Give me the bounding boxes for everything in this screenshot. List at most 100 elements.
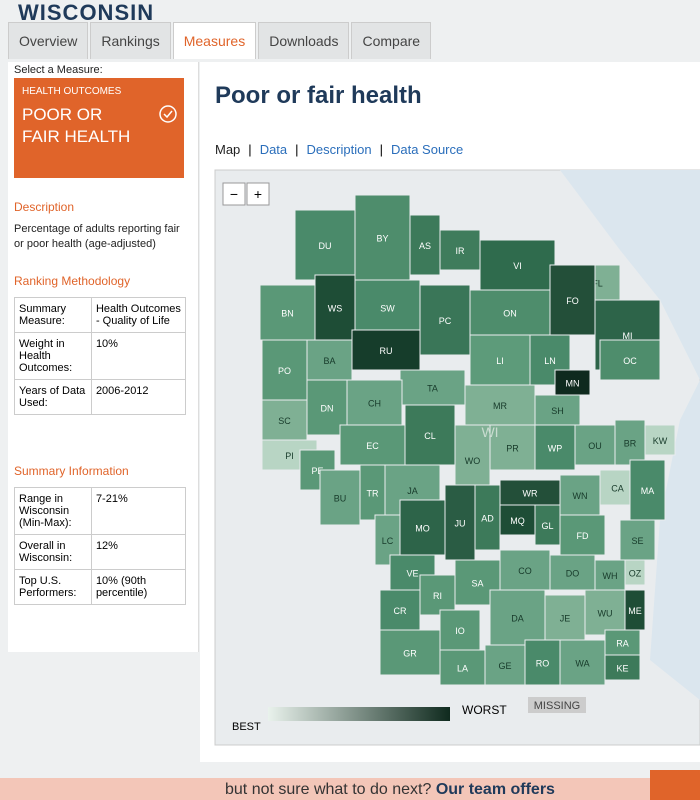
cell: 7-21% [90, 487, 187, 535]
county[interactable] [499, 504, 536, 536]
county[interactable] [554, 369, 591, 396]
view-tab[interactable]: Data [259, 142, 288, 157]
county[interactable] [624, 559, 646, 586]
county[interactable] [629, 459, 666, 521]
county-label: MN [566, 379, 580, 389]
view-tab[interactable]: Data Source [390, 142, 464, 157]
county[interactable] [499, 549, 551, 591]
county[interactable] [489, 589, 546, 646]
row: Top U.S. Performers: 10% (90th percentile… [14, 569, 187, 605]
county[interactable] [479, 239, 556, 291]
tab[interactable]: Compare [351, 22, 432, 59]
county[interactable] [404, 404, 456, 466]
county-label: WS [328, 304, 343, 314]
tab[interactable]: Measures [172, 22, 257, 59]
county[interactable] [584, 589, 626, 636]
county[interactable] [549, 554, 596, 591]
county[interactable] [379, 589, 421, 631]
county[interactable] [604, 654, 641, 681]
county[interactable] [354, 279, 421, 336]
county-label: FO [566, 296, 579, 306]
county[interactable] [439, 229, 481, 271]
row: Overall in Wisconsin: 12% [14, 534, 187, 570]
county-label: OC [623, 356, 637, 366]
county-label: CA [611, 484, 624, 494]
county[interactable] [419, 574, 456, 616]
county[interactable] [306, 339, 353, 381]
tab[interactable]: Downloads [258, 22, 350, 59]
county-label: TA [427, 384, 438, 394]
county[interactable] [524, 639, 561, 686]
county[interactable] [559, 639, 606, 686]
county[interactable] [419, 284, 471, 356]
cell: 2006-2012 [90, 379, 187, 415]
county-label: DN [321, 404, 334, 414]
county[interactable] [644, 424, 676, 456]
separator: | [379, 142, 383, 157]
measure-name: POOR OR FAIR HEALTH [22, 105, 131, 146]
lake [560, 170, 700, 700]
county[interactable] [294, 209, 356, 281]
county[interactable] [489, 424, 536, 471]
county[interactable] [354, 194, 411, 281]
county-label: PR [506, 444, 519, 454]
county-label: JU [455, 519, 466, 529]
county-label: DO [566, 569, 580, 579]
county[interactable] [549, 264, 596, 336]
county-label: JE [560, 614, 571, 624]
county[interactable] [614, 419, 646, 466]
summary-heading: Summary Information [14, 464, 129, 478]
separator: | [295, 142, 299, 157]
zoom-button[interactable] [246, 182, 270, 206]
county[interactable] [574, 424, 616, 466]
county-label: BR [624, 439, 637, 449]
county[interactable] [619, 519, 656, 561]
county[interactable] [474, 484, 501, 551]
banner-button[interactable] [650, 770, 700, 800]
county[interactable] [339, 424, 406, 466]
county[interactable] [559, 514, 606, 556]
county-label: BA [323, 356, 335, 366]
measure-select[interactable]: HEALTH OUTCOMES POOR OR FAIR HEALTH [14, 78, 184, 178]
county[interactable] [544, 594, 586, 641]
map: − + DU BY AS IR VI FL BN WS SW PC ON FO MI PO BA RU LI LN OC… [214, 169, 700, 746]
county-label: LI [496, 356, 504, 366]
county[interactable] [319, 469, 361, 526]
county[interactable] [351, 329, 421, 371]
banner-text-bold: Our team offers [435, 781, 555, 798]
county[interactable] [346, 379, 403, 426]
cell: 10% (90th percentile) [90, 569, 187, 605]
row: Years of Data Used: 2006-2012 [14, 379, 187, 415]
row: Weight in Health Outcomes: 10% [14, 332, 187, 380]
county-label: LA [457, 664, 468, 674]
view-tab[interactable]: Map [215, 142, 241, 157]
zoom-label: − [230, 186, 238, 202]
banner: but not sure what to do next? Our team o… [0, 770, 700, 800]
county-label: KW [653, 436, 668, 446]
tab[interactable]: Rankings [90, 22, 171, 59]
county[interactable] [599, 339, 661, 381]
county-label: WU [598, 609, 613, 619]
county[interactable] [314, 274, 356, 341]
view-tab[interactable]: Description [306, 142, 372, 157]
county[interactable] [534, 394, 581, 426]
county-label: RA [616, 639, 629, 649]
county-label: EC [366, 441, 379, 451]
county[interactable] [599, 469, 636, 506]
county-label: FL [592, 279, 603, 289]
county[interactable] [439, 649, 486, 686]
county-label: BY [376, 234, 388, 244]
county[interactable] [261, 339, 308, 401]
tabs: Overview Rankings Measures Downloads Compare [8, 22, 433, 59]
county[interactable] [594, 559, 626, 591]
county-label: MI [623, 331, 633, 341]
zoom-button[interactable] [222, 182, 246, 206]
county[interactable] [409, 214, 441, 276]
county[interactable] [534, 424, 576, 471]
county-label: WP [548, 444, 563, 454]
legend-missing-box [528, 697, 586, 713]
state-label: WI [481, 424, 498, 440]
county[interactable] [454, 559, 501, 606]
county-label: GE [498, 661, 511, 671]
tab[interactable]: Overview [8, 22, 89, 59]
